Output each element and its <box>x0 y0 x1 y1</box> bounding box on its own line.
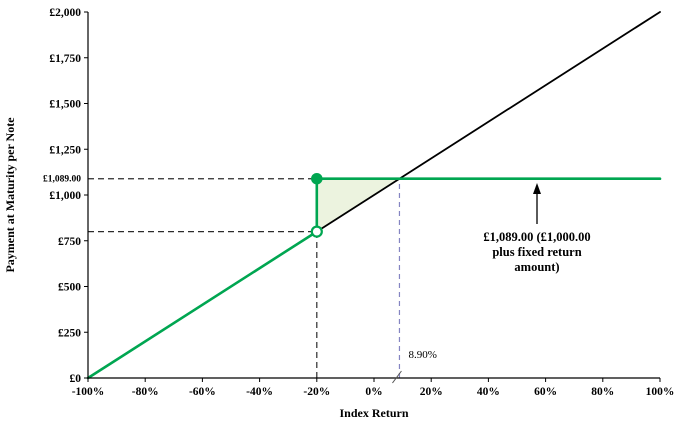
callout-text-line: £1,089.00 (£1,000.00 <box>483 230 590 244</box>
x-tick-label: -100% <box>72 386 105 398</box>
payment-value-point-marker <box>311 172 323 185</box>
breakeven-label: 8.90% <box>408 349 436 361</box>
y-tick-label: £750 <box>58 236 81 248</box>
y-axis-title: Payment at Maturity per Note <box>3 117 17 273</box>
payment-at-maturity-line <box>86 177 662 380</box>
y-tick-label: £1,250 <box>49 144 81 156</box>
index-value-point-marker <box>310 225 323 238</box>
x-axis-title: Index Return <box>339 406 408 420</box>
y-tick-label: £500 <box>58 282 81 294</box>
y-tick-label: £0 <box>70 373 82 385</box>
y-tick-label: £1,750 <box>49 53 81 65</box>
callout-text-line: amount) <box>514 260 559 274</box>
x-tick-label: -60% <box>189 386 216 398</box>
x-tick-label: 60% <box>534 386 557 398</box>
callout-text-line: plus fixed return <box>492 245 581 259</box>
plot-area: £0 £250 £500 £750 £1,000 £1,250 £1,500 £1,750 £2… <box>43 7 674 398</box>
x-tick-label: -40% <box>246 386 273 398</box>
y-tick-label: £1,000 <box>49 190 81 202</box>
x-tick-label: -20% <box>303 386 330 398</box>
y-tick-label-payment-level: £1,089.00 <box>43 175 81 185</box>
x-tick-label: 40% <box>477 386 500 398</box>
x-tick-label: 20% <box>420 386 443 398</box>
y-tick-label: £250 <box>58 327 81 339</box>
x-tick-label: 100% <box>646 386 675 398</box>
x-tick-label: -80% <box>132 386 159 398</box>
y-tick-label: £2,000 <box>49 7 81 19</box>
x-tick-label: 0% <box>365 386 382 398</box>
breakeven-leader-line <box>392 370 402 384</box>
x-tick-label: 80% <box>591 386 614 398</box>
callout-arrowhead <box>533 183 541 194</box>
y-tick-label: £1,500 <box>49 99 81 111</box>
